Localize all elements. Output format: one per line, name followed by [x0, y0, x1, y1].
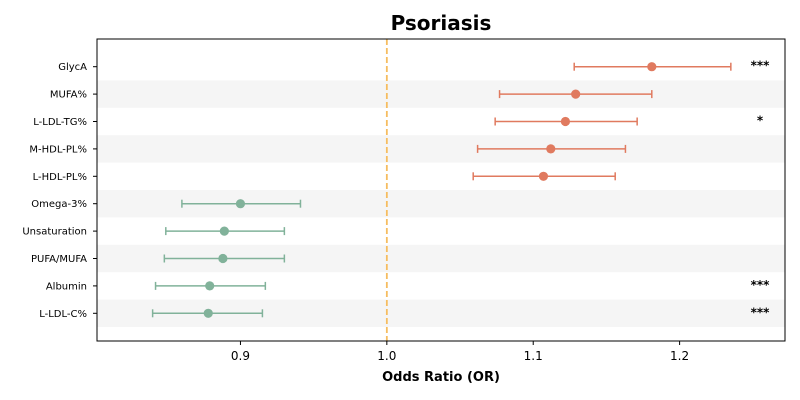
y-tick-label: PUFA/MUFA	[31, 254, 87, 265]
row-stripe	[97, 135, 785, 163]
forest-row-unsaturation	[165, 226, 286, 236]
odds-ratio-point	[571, 89, 581, 99]
row-stripe	[97, 80, 785, 108]
significance-marker: *	[757, 114, 764, 128]
data-points	[151, 62, 732, 318]
forest-row-l-hdl-pl-	[472, 171, 616, 181]
y-tick-label: Omega-3%	[31, 199, 87, 210]
y-tick-label: L-LDL-C%	[39, 309, 87, 320]
forest-row-albumin	[154, 281, 267, 291]
y-tick-labels: GlycA MUFA% L-LDL-TG% M-HDL-PL% L-HDL-PL% Ome…	[22, 62, 97, 320]
odds-ratio-point	[647, 62, 657, 72]
y-tick-label: Albumin	[46, 281, 87, 292]
odds-ratio-point	[560, 116, 571, 127]
chart-title: Psoriasis	[391, 11, 492, 35]
y-tick-label: GlycA	[58, 62, 87, 73]
plot-frame	[96, 38, 786, 342]
y-tick-label: Unsaturation	[22, 227, 87, 238]
odds-ratio-point	[235, 199, 246, 209]
forest-row-omega-3-	[181, 199, 302, 209]
significance-markers: **********	[751, 59, 771, 320]
odds-ratio-point	[205, 281, 215, 291]
forest-row-l-ldl-tg-	[494, 116, 638, 127]
significance-marker: ***	[751, 278, 771, 292]
x-axis-label: Odds Ratio (OR)	[382, 370, 500, 385]
forest-row-l-ldl-c-	[151, 308, 264, 318]
odds-ratio-point	[538, 171, 549, 181]
y-tick-label: L-HDL-PL%	[33, 172, 87, 183]
x-tick-label: 1.2	[670, 349, 689, 363]
x-tick-label: 1.1	[524, 349, 543, 363]
odds-ratio-point	[546, 144, 556, 154]
x-tick-label: 0.9	[231, 349, 250, 363]
forest-row-mufa-	[498, 89, 653, 99]
forest-row-glyca	[573, 62, 732, 72]
odds-ratio-point	[219, 226, 229, 236]
odds-ratio-point	[203, 308, 213, 318]
y-tick-label: M-HDL-PL%	[29, 144, 87, 155]
significance-marker: ***	[751, 59, 771, 73]
significance-marker: ***	[751, 305, 771, 319]
odds-ratio-point	[218, 253, 228, 264]
y-tick-label: MUFA%	[50, 90, 87, 101]
forest-row-m-hdl-pl-	[476, 144, 627, 154]
y-tick-label: L-LDL-TG%	[33, 117, 87, 128]
x-tick-label: 1.0	[377, 349, 396, 363]
forest-row-pufa-mufa	[163, 253, 286, 264]
x-ticks: 0.9 1.0 1.1 1.2	[231, 341, 689, 363]
